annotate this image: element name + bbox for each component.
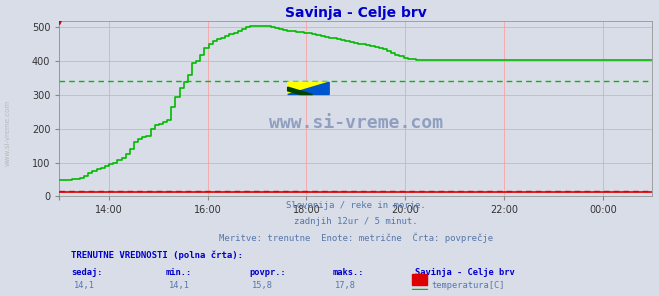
Text: 14,1: 14,1 <box>169 281 190 290</box>
Text: TRENUTNE VREDNOSTI (polna črta):: TRENUTNE VREDNOSTI (polna črta): <box>71 251 243 260</box>
Title: Savinja - Celje brv: Savinja - Celje brv <box>285 6 427 20</box>
Text: zadnjih 12ur / 5 minut.: zadnjih 12ur / 5 minut. <box>294 217 418 226</box>
Text: 14,1: 14,1 <box>74 281 95 290</box>
FancyBboxPatch shape <box>413 274 427 285</box>
Polygon shape <box>287 87 312 94</box>
Text: Savinja - Celje brv: Savinja - Celje brv <box>415 268 515 276</box>
Text: 15,8: 15,8 <box>252 281 273 290</box>
Polygon shape <box>287 82 330 94</box>
Text: sedaj:: sedaj: <box>71 268 103 276</box>
Text: Meritve: trenutne  Enote: metrične  Črta: povprečje: Meritve: trenutne Enote: metrične Črta: … <box>219 233 493 243</box>
Text: www.si-vreme.com: www.si-vreme.com <box>269 114 443 132</box>
Text: temperatura[C]: temperatura[C] <box>432 281 505 290</box>
Text: www.si-vreme.com: www.si-vreme.com <box>5 100 11 166</box>
Text: maks.:: maks.: <box>332 268 364 276</box>
Polygon shape <box>287 82 330 94</box>
Text: povpr.:: povpr.: <box>249 268 286 276</box>
Text: 17,8: 17,8 <box>335 281 356 290</box>
Text: min.:: min.: <box>166 268 192 276</box>
Text: Slovenija / reke in morje.: Slovenija / reke in morje. <box>286 201 426 210</box>
FancyBboxPatch shape <box>413 289 427 296</box>
